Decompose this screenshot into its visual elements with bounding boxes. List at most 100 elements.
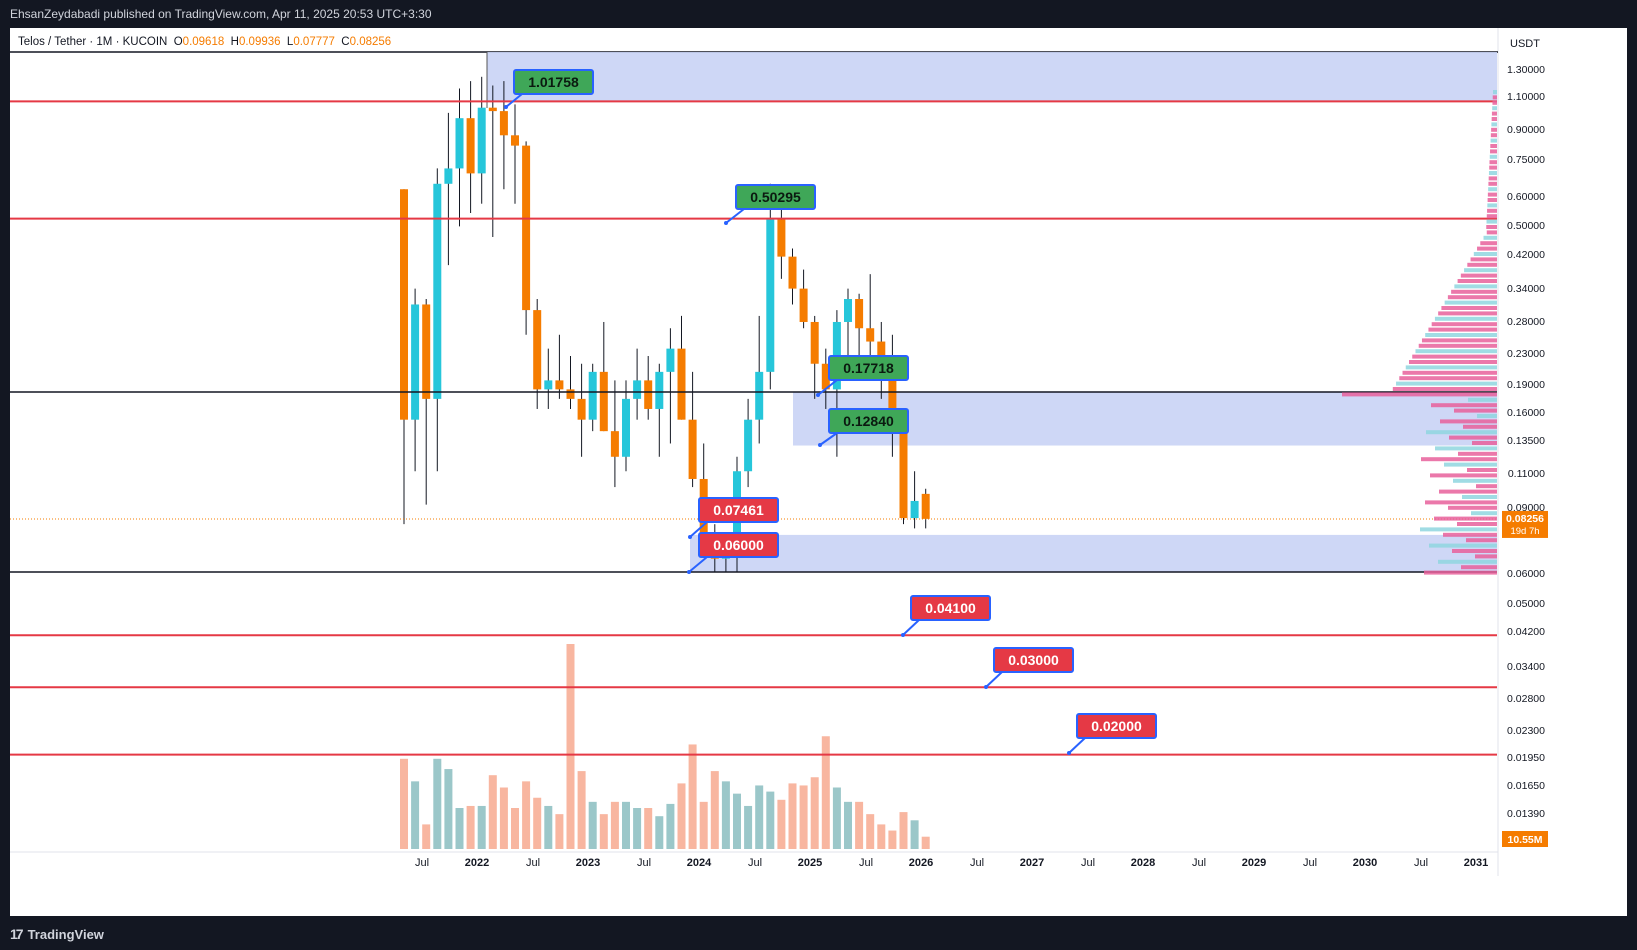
price-chart[interactable]: 1.01758 0.50295 0.17718 0.12840 0.07461 0.060… xyxy=(0,0,1637,916)
volume-bar xyxy=(710,771,719,849)
candle-body xyxy=(755,371,764,420)
volume-profile-bar xyxy=(1486,214,1497,219)
candle-body xyxy=(777,219,786,257)
volume-profile-bar xyxy=(1409,360,1497,364)
volume-profile-bar xyxy=(1421,457,1497,462)
volume-bar xyxy=(821,736,830,849)
price-label-box xyxy=(698,532,779,558)
volume-profile-bar xyxy=(1418,343,1497,348)
volume-bar xyxy=(477,805,486,849)
volume-profile-bar xyxy=(1449,435,1497,440)
volume-bar xyxy=(533,797,542,849)
volume-bar xyxy=(455,808,464,849)
volume-profile-bar xyxy=(1438,559,1497,564)
candle-body xyxy=(688,419,697,479)
volume-profile-bar xyxy=(1487,203,1497,208)
price-label-box xyxy=(1076,713,1157,739)
candle-body xyxy=(433,183,442,399)
open-value: 0.09618 xyxy=(182,36,225,48)
candle-body xyxy=(744,419,753,472)
volume-bar xyxy=(766,791,775,849)
volume-profile-bar xyxy=(1460,273,1497,278)
x-axis-tick-label: 2031 xyxy=(1464,857,1488,869)
low-label: L xyxy=(286,36,294,48)
y-axis-tick-label: 0.03400 xyxy=(1507,661,1545,673)
candle-body xyxy=(533,310,542,390)
volume-profile-bar xyxy=(1490,133,1497,138)
price-zone xyxy=(690,534,1497,572)
volume-profile-bar xyxy=(1444,462,1497,467)
candle-body xyxy=(788,256,797,289)
volume-bar xyxy=(599,814,608,849)
volume-bar xyxy=(666,803,675,849)
volume-profile-bar xyxy=(1430,473,1497,478)
volume-profile-bar xyxy=(1466,538,1497,543)
volume-profile-bar xyxy=(1491,111,1497,116)
volume-bar xyxy=(866,814,875,849)
label-pointer xyxy=(505,93,523,108)
y-axis-tick-label: 0.75000 xyxy=(1507,154,1545,166)
tradingview-logo[interactable]: 17 TradingView xyxy=(10,926,104,942)
volume-value-tag xyxy=(1502,831,1548,847)
open-label: O xyxy=(173,36,183,48)
volume-bar xyxy=(777,799,786,849)
candle-body xyxy=(466,118,475,174)
x-axis-tick-label: Jul xyxy=(1303,857,1317,869)
volume-profile-bar xyxy=(1428,327,1497,332)
candle-body xyxy=(555,380,564,390)
candle-body xyxy=(477,107,486,174)
symbol-name[interactable]: Telos / Tether · 1M · KUCOIN xyxy=(18,36,168,48)
y-axis-tick-label: 0.42000 xyxy=(1507,249,1545,261)
high-value: 0.09936 xyxy=(238,36,281,48)
volume-profile-bar xyxy=(1488,171,1497,175)
price-label-text: 0.17718 xyxy=(843,360,894,376)
volume-profile-bar xyxy=(1486,225,1497,229)
volume-profile-bar xyxy=(1421,338,1497,343)
candle-body xyxy=(888,363,897,432)
y-axis-tick-label: 0.01390 xyxy=(1507,808,1545,820)
volume-profile-bar xyxy=(1454,408,1497,413)
volume-profile-bar xyxy=(1468,397,1497,402)
candle-body xyxy=(799,288,808,322)
label-anchor-dot xyxy=(687,570,691,574)
x-axis-tick-label: 2028 xyxy=(1131,857,1155,869)
volume-bar xyxy=(622,801,630,849)
y-axis-tick-label: 0.01650 xyxy=(1507,780,1545,792)
candle-body xyxy=(821,363,830,390)
x-axis-tick-label: Jul xyxy=(970,857,984,869)
volume-profile-bar xyxy=(1405,365,1497,370)
last-price-tag xyxy=(1502,510,1548,538)
price-label-text: 1.01758 xyxy=(528,74,579,90)
y-axis-tick-label: 0.60000 xyxy=(1507,191,1545,203)
volume-bar xyxy=(433,758,442,849)
volume-profile-bar xyxy=(1477,414,1497,418)
volume-profile-bar xyxy=(1488,181,1497,186)
price-label-text: 0.06000 xyxy=(713,537,764,553)
candle-body xyxy=(499,111,508,136)
volume-bar xyxy=(499,787,508,849)
volume-bar xyxy=(755,785,764,849)
label-anchor-dot xyxy=(901,633,905,637)
publisher-bar: EhsanZeydabadi published on TradingView.… xyxy=(0,0,1637,28)
volume-bar xyxy=(588,801,597,849)
volume-profile-bar xyxy=(1452,549,1497,553)
volume-bar xyxy=(855,801,864,849)
volume-profile-bar xyxy=(1462,495,1497,499)
candle-body xyxy=(655,371,664,409)
volume-profile-bar xyxy=(1441,306,1497,310)
label-anchor-dot xyxy=(818,443,822,447)
volume-profile-bar xyxy=(1483,235,1497,240)
y-axis-tick-label: 0.06000 xyxy=(1507,568,1545,580)
close-label: C xyxy=(341,36,350,48)
label-pointer xyxy=(725,208,745,224)
price-label-text: 0.50295 xyxy=(750,189,801,205)
volume-profile-bar xyxy=(1489,154,1497,159)
volume-bar xyxy=(633,808,642,849)
y-axis-tick-label: 0.02300 xyxy=(1507,725,1545,737)
volume-bar xyxy=(522,781,531,849)
y-axis-tick-label: 0.19000 xyxy=(1507,379,1545,391)
volume-bar xyxy=(921,836,930,849)
price-label-text: 0.12840 xyxy=(843,413,894,429)
candle-body xyxy=(400,189,408,420)
volume-profile-bar xyxy=(1489,160,1497,165)
